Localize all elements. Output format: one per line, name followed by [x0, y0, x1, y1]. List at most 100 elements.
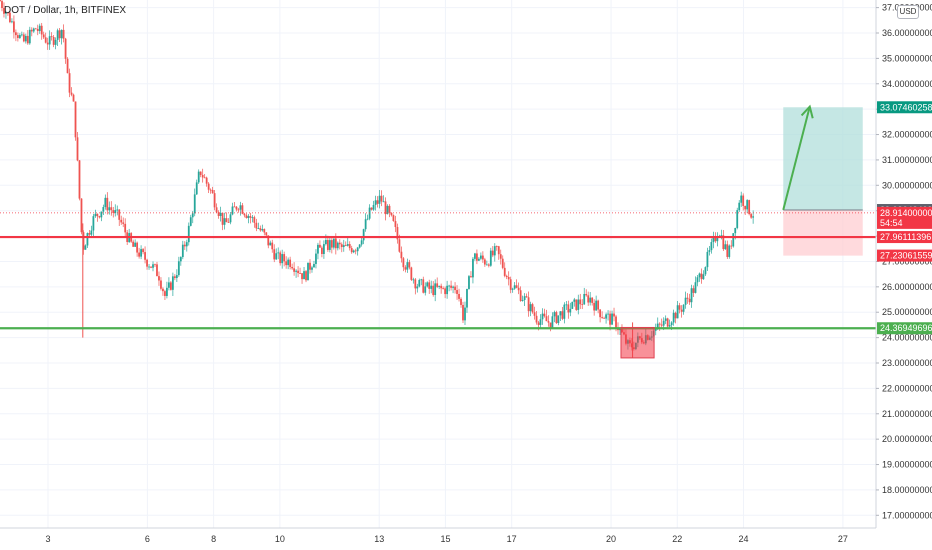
candle-body — [658, 323, 661, 325]
candle-body — [24, 35, 27, 42]
candle-body — [342, 245, 345, 248]
candle-body — [26, 35, 29, 44]
candle-body — [86, 233, 89, 246]
candle-body — [295, 270, 297, 272]
candle-body — [239, 205, 242, 210]
candle-body — [485, 264, 488, 266]
candle-body — [311, 267, 313, 270]
candle-body — [611, 313, 613, 325]
candle-body — [62, 29, 65, 39]
candle-body — [607, 313, 609, 315]
candle-body — [156, 264, 158, 277]
candle-body — [561, 311, 564, 319]
candle-body — [251, 217, 254, 219]
candle-body — [714, 236, 717, 242]
candle-body — [183, 244, 186, 247]
candle-body — [138, 252, 141, 257]
candle-body — [382, 201, 385, 203]
candle-body — [221, 212, 224, 225]
candle-body — [259, 228, 262, 231]
candle-body — [76, 137, 79, 161]
candle-body — [330, 240, 333, 248]
candle-body — [529, 304, 532, 312]
candle-body — [344, 245, 347, 246]
candle-body — [452, 286, 454, 288]
arrow-line[interactable] — [782, 106, 811, 211]
candle-body — [515, 285, 518, 288]
candle-body — [398, 239, 401, 252]
price-axis-bg — [876, 0, 932, 550]
candle-body — [722, 235, 725, 250]
time-axis[interactable]: 3 6 8 10 13 15 17 20 22 24 27 — [0, 527, 932, 550]
candle-body — [88, 233, 91, 235]
candle-body — [708, 250, 711, 252]
price-tick-label: 24.00000000 — [882, 333, 932, 343]
candle-body — [531, 304, 534, 313]
candle-body — [66, 58, 69, 74]
candle-body — [742, 195, 745, 206]
candle-body — [78, 160, 81, 199]
price-axis[interactable]: 17.00000000 18.00000000 19.00000000 20.0000… — [875, 0, 932, 550]
candle-body — [593, 302, 596, 311]
price-tick-label: 17.00000000 — [882, 510, 932, 520]
candle-body — [408, 262, 411, 268]
candle-body — [476, 253, 478, 261]
candle-body — [478, 258, 480, 261]
price-tag-label: 24.36949696 — [880, 323, 932, 333]
candle-body — [309, 262, 311, 270]
candle-body — [1, 1, 3, 8]
currency-badge[interactable]: USD — [897, 5, 919, 19]
candle-body — [706, 251, 709, 268]
candle-body — [168, 282, 170, 288]
candle-body — [444, 288, 447, 295]
price-tag-bg — [877, 231, 932, 244]
candle-body — [483, 259, 486, 265]
candle-body — [217, 212, 220, 216]
candle-body — [150, 266, 152, 268]
candle-body — [132, 241, 135, 247]
candle-body — [350, 248, 353, 253]
chart-title: DOT / Dollar, 1h, BITFINEX — [4, 5, 126, 16]
countdown-label: 54:54 — [880, 218, 903, 228]
candle-body — [173, 276, 176, 279]
horizontal-levels[interactable] — [0, 212, 876, 330]
price-tick-label: 30.00000000 — [882, 180, 932, 190]
candle-body — [120, 219, 123, 223]
candle-body — [388, 205, 391, 213]
candle-body — [38, 25, 41, 32]
candle-body — [237, 209, 240, 211]
candle-body — [521, 299, 524, 301]
candle-body — [690, 288, 693, 303]
candle-body — [13, 21, 15, 33]
candle-body — [219, 212, 222, 216]
candle-body — [152, 264, 154, 268]
candle-body — [573, 299, 576, 302]
candle-body — [72, 94, 75, 102]
candle-body — [605, 314, 607, 319]
candle-body — [332, 238, 335, 248]
candle-body — [110, 207, 113, 211]
arrow-head[interactable] — [800, 104, 814, 119]
candle-body — [434, 283, 437, 295]
candle-body — [428, 282, 431, 289]
candle-body — [58, 30, 61, 39]
candle-body — [448, 285, 450, 287]
candle-body — [587, 295, 590, 303]
candle-body — [402, 258, 405, 268]
candle-body — [229, 214, 232, 223]
candle-body — [356, 247, 359, 252]
candle-body — [615, 316, 617, 328]
time-tick-label: 13 — [374, 534, 384, 544]
candle-body — [432, 285, 435, 295]
candle-body — [410, 267, 413, 280]
price-tick-label: 35.00000000 — [882, 53, 932, 63]
candle-body — [112, 210, 115, 214]
candle-body — [207, 183, 210, 190]
candle-body — [257, 228, 260, 229]
candle-body — [313, 263, 315, 268]
annotations[interactable] — [620, 104, 814, 359]
candle-body — [412, 279, 415, 281]
highlight-zone[interactable] — [620, 326, 655, 359]
price-tick-label: 36.00000000 — [882, 28, 932, 38]
